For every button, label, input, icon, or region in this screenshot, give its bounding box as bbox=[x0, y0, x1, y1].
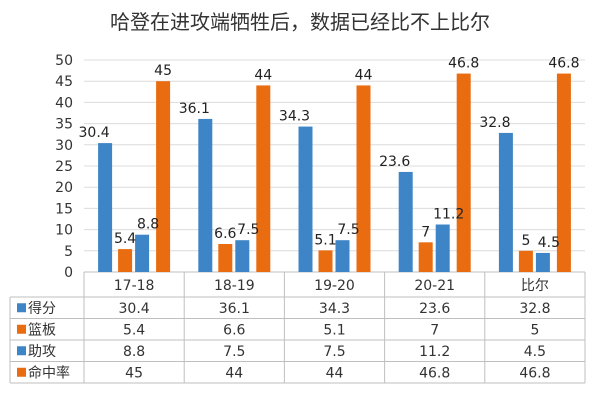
legend-swatch bbox=[17, 324, 26, 334]
y-tick-label: 20 bbox=[55, 180, 73, 196]
data-label: 32.8 bbox=[479, 115, 510, 131]
y-tick-label: 5 bbox=[64, 244, 73, 260]
table-cell: 4.5 bbox=[524, 344, 546, 360]
bar bbox=[118, 249, 133, 272]
data-label: 4.5 bbox=[538, 235, 560, 251]
table-cell: 44 bbox=[225, 365, 243, 381]
table-cell: 44 bbox=[326, 365, 344, 381]
table-cell: 5.4 bbox=[123, 322, 145, 338]
bar bbox=[218, 244, 233, 272]
data-label: 36.1 bbox=[179, 101, 210, 117]
data-label: 44 bbox=[254, 67, 272, 83]
bar bbox=[435, 224, 450, 272]
x-tick-label: 17-18 bbox=[114, 278, 155, 294]
bar bbox=[298, 126, 313, 273]
x-tick-label: 比尔 bbox=[521, 278, 549, 294]
table-cell: 5.1 bbox=[323, 322, 345, 338]
data-label: 34.3 bbox=[279, 109, 310, 125]
data-label: 7.5 bbox=[337, 222, 359, 238]
legend-label: 命中率 bbox=[28, 364, 70, 381]
table-cell: 34.3 bbox=[319, 301, 350, 317]
bar bbox=[235, 240, 250, 272]
legend-swatch bbox=[17, 367, 26, 377]
table-cell: 7 bbox=[430, 322, 439, 338]
legend-swatch bbox=[17, 346, 26, 356]
table-cell: 7.5 bbox=[223, 344, 245, 360]
data-label: 44 bbox=[355, 67, 373, 83]
table-cell: 23.6 bbox=[419, 301, 450, 317]
bar bbox=[498, 132, 513, 272]
data-label: 11.2 bbox=[433, 207, 464, 223]
bars bbox=[98, 73, 571, 273]
table-cell: 36.1 bbox=[219, 301, 250, 317]
y-tick-label: 45 bbox=[55, 74, 73, 90]
bar bbox=[398, 171, 413, 272]
table-cell: 30.4 bbox=[119, 301, 150, 317]
bar bbox=[418, 242, 433, 272]
chart-title: 哈登在进攻端牺牲后，数据已经比不上比尔 bbox=[110, 10, 490, 34]
y-tick-label: 15 bbox=[55, 201, 73, 217]
data-label: 45 bbox=[154, 63, 172, 79]
data-label: 7 bbox=[421, 224, 430, 240]
y-tick-label: 0 bbox=[64, 265, 73, 281]
data-label: 30.4 bbox=[79, 125, 110, 141]
x-tick-label: 20-21 bbox=[414, 278, 455, 294]
table-cell: 46.8 bbox=[419, 365, 450, 381]
x-tick-label: 18-19 bbox=[214, 278, 255, 294]
y-tick-label: 35 bbox=[55, 117, 73, 133]
y-axis: 0 5 10 15 20 25 30 35 40 45 50 bbox=[55, 53, 73, 281]
bar bbox=[456, 73, 471, 273]
bar bbox=[535, 252, 550, 272]
data-label: 5.4 bbox=[114, 231, 136, 247]
bar bbox=[98, 143, 113, 272]
table-cell: 6.6 bbox=[223, 322, 245, 338]
bar bbox=[198, 118, 213, 272]
legend-label: 得分 bbox=[28, 300, 56, 317]
data-label: 6.6 bbox=[214, 226, 236, 242]
bar bbox=[318, 250, 333, 272]
table-cell: 46.8 bbox=[519, 365, 550, 381]
table-cell: 45 bbox=[125, 365, 143, 381]
data-label: 46.8 bbox=[548, 56, 579, 72]
y-tick-label: 30 bbox=[55, 138, 73, 154]
x-tick-label: 19-20 bbox=[314, 278, 355, 294]
y-tick-label: 50 bbox=[55, 53, 73, 69]
bar bbox=[135, 234, 150, 272]
bar bbox=[156, 81, 171, 272]
data-label: 7.5 bbox=[237, 222, 259, 238]
legend-label: 篮板 bbox=[28, 322, 56, 338]
data-labels: 30.4 36.1 34.3 23.6 32.8 5.4 6.6 5.1 7 5 8.8 7.5 7.5… bbox=[79, 56, 580, 251]
data-label: 46.8 bbox=[448, 56, 479, 72]
data-label: 5 bbox=[521, 233, 530, 249]
y-tick-label: 40 bbox=[55, 95, 73, 111]
table-cell: 11.2 bbox=[419, 344, 450, 360]
bar bbox=[518, 250, 533, 272]
table-cell: 8.8 bbox=[123, 344, 145, 360]
y-tick-label: 10 bbox=[55, 223, 73, 239]
data-label: 23.6 bbox=[379, 154, 410, 170]
bar bbox=[556, 73, 571, 273]
table-cell: 32.8 bbox=[519, 301, 550, 317]
data-label: 8.8 bbox=[137, 217, 159, 233]
bar bbox=[356, 85, 371, 272]
data-label: 5.1 bbox=[314, 232, 336, 248]
legend-swatch bbox=[17, 303, 26, 313]
table-cell: 5 bbox=[530, 322, 539, 338]
table-cell: 7.5 bbox=[323, 344, 345, 360]
legend-label: 助攻 bbox=[28, 344, 56, 360]
bar bbox=[335, 240, 350, 272]
bar bbox=[256, 85, 271, 272]
y-tick-label: 25 bbox=[55, 159, 73, 175]
